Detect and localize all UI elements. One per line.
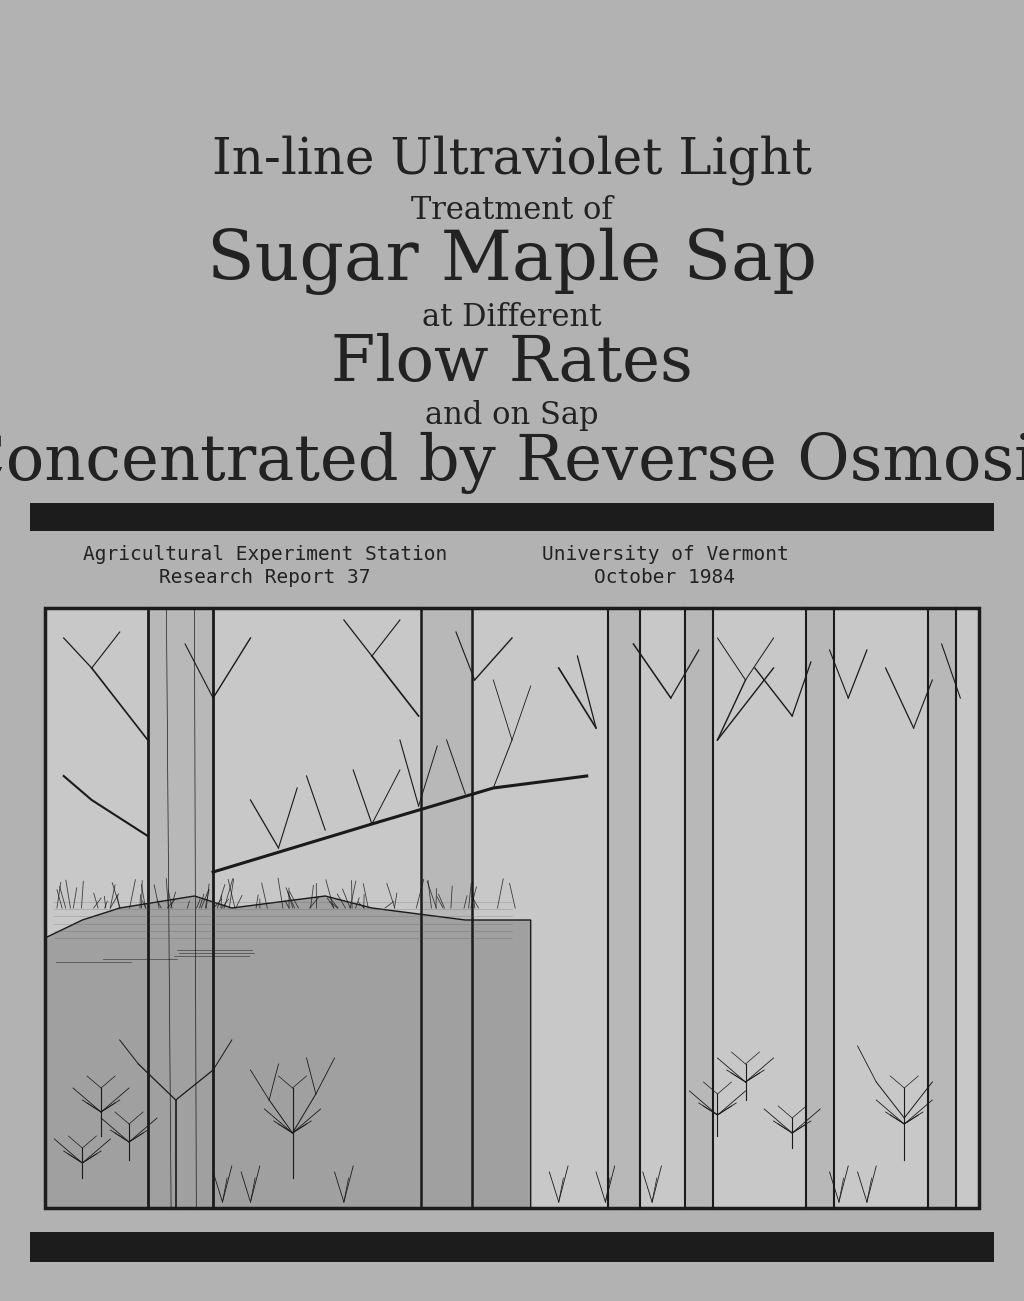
Text: at Different: at Different [422, 302, 602, 333]
Bar [685, 608, 713, 1209]
Text: Agricultural Experiment Station: Agricultural Experiment Station [83, 545, 447, 565]
Bar [607, 608, 640, 1209]
Text: University of Vermont: University of Vermont [542, 545, 788, 565]
Polygon shape [45, 896, 530, 1209]
Bar [45, 608, 979, 1209]
Text: and on Sap: and on Sap [425, 399, 599, 431]
Bar [928, 608, 955, 1209]
Text: In-line Ultraviolet Light: In-line Ultraviolet Light [212, 135, 812, 185]
Bar [45, 608, 979, 1209]
Text: Concentrated by Reverse Osmosis: Concentrated by Reverse Osmosis [0, 432, 1024, 494]
Text: Research Report 37: Research Report 37 [160, 569, 371, 587]
Bar [30, 1232, 994, 1262]
Bar [30, 503, 994, 531]
Bar [421, 608, 472, 1209]
Bar [147, 608, 213, 1209]
Bar [806, 608, 835, 1209]
Text: October 1984: October 1984 [595, 569, 735, 587]
Text: Sugar Maple Sap: Sugar Maple Sap [207, 228, 817, 295]
Text: Flow Rates: Flow Rates [331, 333, 693, 394]
Text: Treatment of: Treatment of [412, 195, 612, 226]
